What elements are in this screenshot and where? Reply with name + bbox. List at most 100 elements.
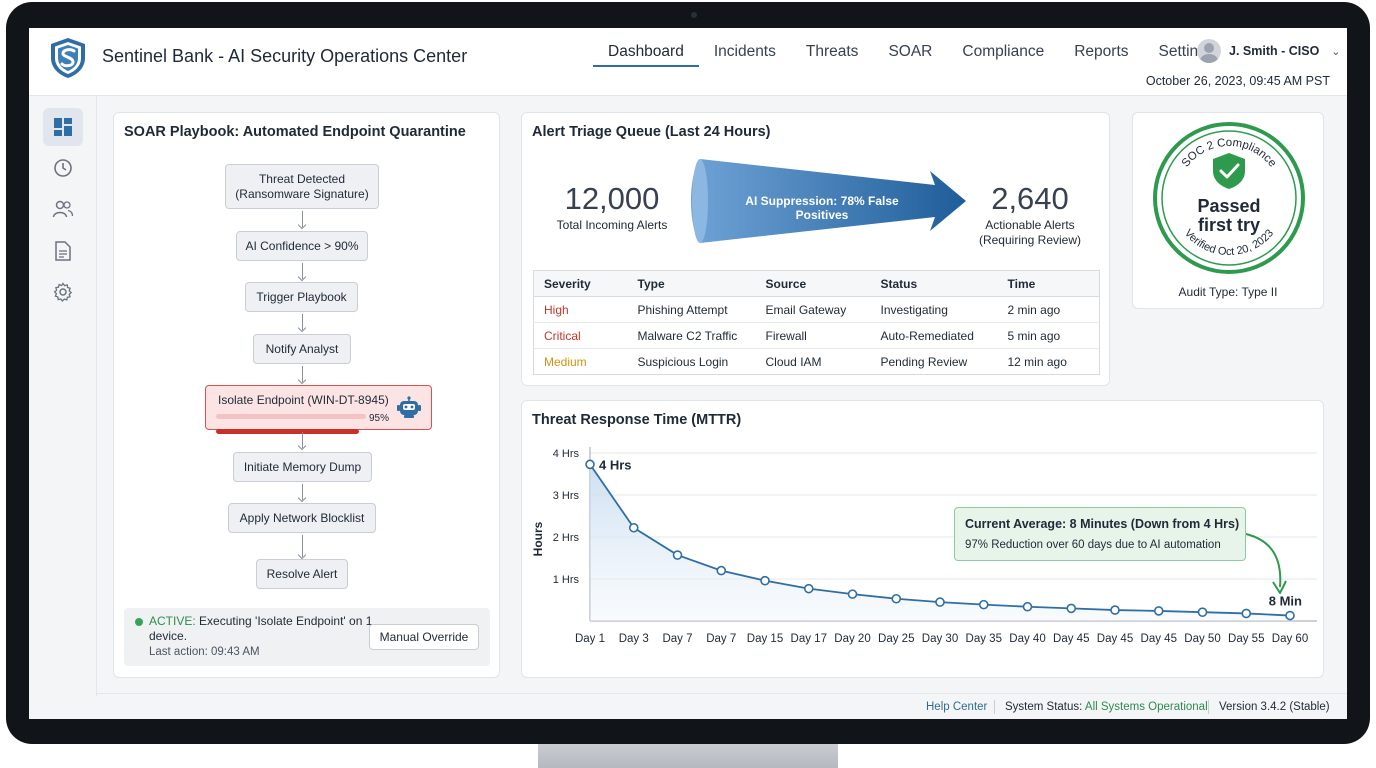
data-point bbox=[935, 597, 945, 607]
time-cell: 5 min ago bbox=[997, 322, 1100, 349]
last-action: Last action: 09:43 AM bbox=[149, 646, 260, 658]
data-point bbox=[585, 459, 595, 470]
x-tick-label: Day 7 bbox=[662, 633, 692, 645]
shield-logo-icon bbox=[51, 38, 85, 78]
y-tick-label: 3 Hrs bbox=[553, 490, 580, 502]
step-ai-confidence[interactable]: AI Confidence > 90% bbox=[236, 231, 368, 261]
x-tick-label: Day 30 bbox=[922, 633, 958, 645]
step-isolate-endpoint[interactable]: Isolate Endpoint (WIN-DT-8945) 95% bbox=[205, 385, 432, 434]
nav-soar[interactable]: SOAR bbox=[888, 43, 933, 60]
col-source[interactable]: Source bbox=[755, 270, 871, 297]
table-row[interactable]: High Phishing Attempt Email Gateway Inve… bbox=[533, 296, 1100, 323]
system-status-value: All Systems Operational bbox=[1084, 701, 1208, 713]
col-status[interactable]: Status bbox=[870, 270, 998, 297]
soc2-compliance-seal: SOC 2 Compliance Verified Oct 20, 2023 P… bbox=[1153, 122, 1305, 274]
data-point bbox=[1110, 605, 1120, 615]
app-title: Sentinel Bank - AI Security Operations C… bbox=[102, 46, 468, 66]
step-resolve-alert[interactable]: Resolve Alert bbox=[256, 559, 348, 589]
data-point bbox=[1022, 601, 1033, 612]
table-header-row: Severity Type Source Status Time bbox=[533, 270, 1100, 297]
gear-icon[interactable] bbox=[43, 273, 83, 311]
alert-triage-card: Alert Triage Queue (Last 24 Hours) 12,00… bbox=[521, 112, 1110, 386]
x-tick-label: Day 50 bbox=[1184, 633, 1220, 645]
chevron-down-icon: ⌄ bbox=[1331, 45, 1341, 58]
sidebar bbox=[29, 96, 97, 696]
col-type[interactable]: Type bbox=[627, 270, 756, 297]
status-cell: Pending Review bbox=[880, 354, 968, 369]
monitor-stand bbox=[538, 744, 838, 768]
incoming-alerts-label: Total Incoming Alerts bbox=[556, 218, 668, 232]
x-tick-label: Day 25 bbox=[878, 633, 914, 645]
camera-dot bbox=[691, 12, 697, 18]
triage-title: Alert Triage Queue (Last 24 Hours) bbox=[532, 124, 771, 140]
data-point bbox=[803, 583, 814, 594]
manual-override-button[interactable]: Manual Override bbox=[369, 624, 479, 650]
progress-track bbox=[216, 414, 366, 434]
data-point bbox=[716, 565, 727, 576]
system-status-label: System Status: bbox=[1005, 701, 1085, 713]
step-network-blocklist[interactable]: Apply Network Blocklist bbox=[228, 503, 376, 533]
nav-incidents[interactable]: Incidents bbox=[713, 43, 776, 60]
step-trigger-playbook[interactable]: Trigger Playbook bbox=[245, 282, 358, 312]
data-point bbox=[978, 599, 989, 610]
document-icon[interactable] bbox=[43, 232, 83, 270]
flow-arrow bbox=[302, 211, 303, 227]
x-tick-label: Day 45 bbox=[1053, 633, 1089, 645]
user-menu[interactable]: J. Smith - CISO ⌄ bbox=[1197, 39, 1341, 63]
status-description: Executing 'Isolate Endpoint' on 1 device… bbox=[149, 614, 373, 643]
help-center-link[interactable]: Help Center bbox=[926, 701, 988, 713]
avatar bbox=[1197, 39, 1221, 63]
funnel-label: AI Suppression: 78% False Positives bbox=[745, 194, 899, 222]
x-tick-label: Day 20 bbox=[834, 633, 870, 645]
severity-cell: Medium bbox=[544, 354, 587, 369]
start-value-label: 4 Hrs bbox=[599, 457, 632, 472]
callout-arrowhead bbox=[1272, 580, 1287, 594]
users-icon[interactable] bbox=[43, 190, 83, 228]
dashboard-icon[interactable] bbox=[43, 108, 83, 146]
alert-table: Severity Type Source Status Time High Ph… bbox=[533, 270, 1100, 375]
step-notify-analyst[interactable]: Notify Analyst bbox=[253, 334, 351, 364]
data-point bbox=[891, 593, 902, 604]
x-tick-label: Day 1 bbox=[575, 633, 605, 645]
table-row[interactable]: Medium Suspicious Login Cloud IAM Pendin… bbox=[534, 349, 1100, 375]
type-cell: Malware C2 Traffic bbox=[627, 322, 756, 349]
flow-arrow bbox=[302, 263, 303, 279]
nav-compliance[interactable]: Compliance bbox=[962, 43, 1045, 60]
col-severity[interactable]: Severity bbox=[533, 270, 628, 297]
data-point bbox=[1197, 607, 1208, 617]
source-cell: Cloud IAM bbox=[765, 354, 822, 369]
version-label: Version 3.4.2 (Stable) bbox=[1219, 701, 1330, 713]
severity-cell: Critical bbox=[533, 322, 628, 349]
x-tick-label: Day 15 bbox=[747, 633, 783, 645]
status-cell: Investigating bbox=[870, 296, 998, 323]
flow-arrow bbox=[302, 314, 303, 330]
nav-reports[interactable]: Reports bbox=[1074, 43, 1129, 60]
step-memory-dump[interactable]: Initiate Memory Dump bbox=[233, 452, 372, 482]
data-point bbox=[1066, 603, 1077, 614]
actionable-alerts-label: Actionable Alerts bbox=[985, 218, 1075, 232]
soar-playbook-card: SOAR Playbook: Automated Endpoint Quaran… bbox=[113, 112, 500, 678]
progress-percent: 95% bbox=[369, 413, 390, 424]
y-tick-label: 2 Hrs bbox=[553, 532, 580, 544]
compliance-card: SOC 2 Compliance Verified Oct 20, 2023 P… bbox=[1132, 112, 1324, 309]
col-time[interactable]: Time bbox=[997, 270, 1100, 297]
y-tick-label: 4 Hrs bbox=[553, 448, 580, 460]
callout-arrow bbox=[1245, 533, 1282, 588]
clock-icon[interactable] bbox=[43, 149, 83, 187]
x-tick-label: Day 3 bbox=[619, 633, 649, 645]
footer-bar: Help Center System Status: All Systems O… bbox=[97, 693, 1347, 719]
x-tick-label: Day 55 bbox=[1228, 633, 1264, 645]
step-threat-detected[interactable]: Threat Detected (Ransomware Signature) bbox=[225, 164, 379, 209]
current-datetime: October 26, 2023, 09:45 AM PST bbox=[1145, 74, 1330, 88]
x-tick-label: Day 17 bbox=[791, 633, 827, 645]
audit-type: Audit Type: Type II bbox=[1178, 285, 1278, 299]
nav-dashboard[interactable]: Dashboard bbox=[593, 41, 699, 67]
source-cell: Email Gateway bbox=[755, 296, 871, 323]
x-tick-label: Day 35 bbox=[966, 633, 1002, 645]
table-row[interactable]: Critical Malware C2 Traffic Firewall Aut… bbox=[533, 322, 1100, 349]
nav-threats[interactable]: Threats bbox=[805, 43, 859, 60]
mttr-title: Threat Response Time (MTTR) bbox=[532, 412, 742, 428]
actionable-alerts-value: 2,640 bbox=[991, 181, 1069, 216]
incoming-alerts-value: 12,000 bbox=[564, 181, 660, 216]
check-shield-icon bbox=[1213, 153, 1245, 189]
